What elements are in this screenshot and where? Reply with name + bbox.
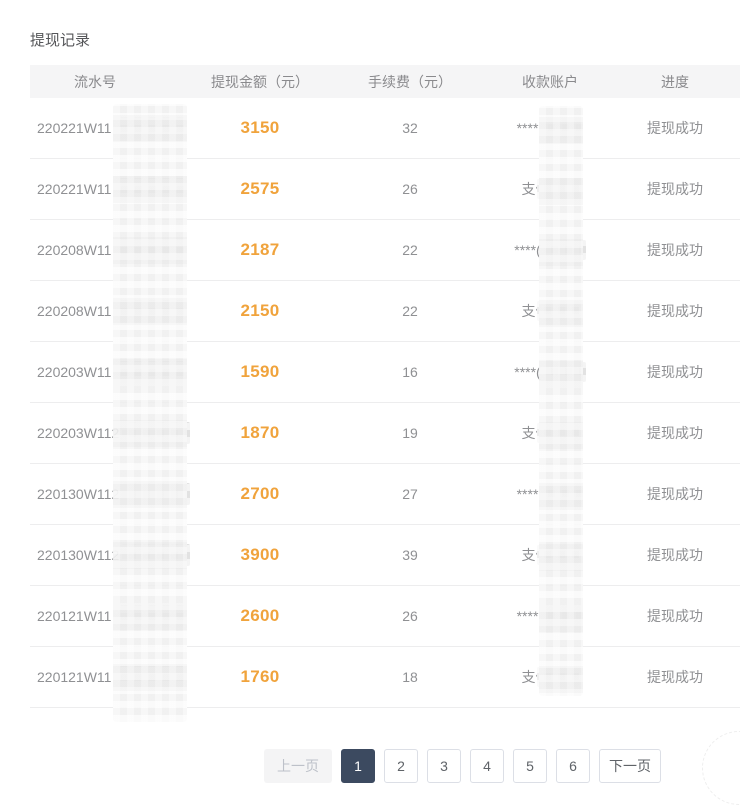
serial-blur-patch	[122, 544, 190, 566]
table-row: 220208W11 2150 22 支付 提现成功	[30, 281, 740, 342]
account-blur-patch	[536, 301, 579, 321]
table-row: 220221W11 2575 26 支付 提现成功	[30, 159, 740, 220]
fee-value: 22	[402, 242, 418, 258]
page-button-1[interactable]: 1	[341, 749, 375, 783]
amount-value: 3900	[240, 545, 280, 564]
amount-value: 2150	[240, 301, 280, 320]
amount-value: 2700	[240, 484, 280, 503]
fee-value: 32	[402, 120, 418, 136]
serial-number: 220121W11	[37, 608, 112, 624]
page-button-3[interactable]: 3	[427, 749, 461, 783]
status-text: 提现成功	[647, 608, 703, 624]
prev-page-button[interactable]: 上一页	[264, 749, 332, 783]
account-masked: ****	[516, 608, 539, 624]
serial-number: 220221W11	[37, 181, 112, 197]
amount-value: 2187	[240, 240, 280, 259]
column-header-account: 收款账户	[522, 73, 578, 90]
serial-number: 220130W112	[37, 486, 120, 502]
status-text: 提现成功	[647, 120, 703, 136]
account-masked: ****(	[514, 242, 541, 258]
page-button-4[interactable]: 4	[470, 749, 504, 783]
serial-number: 220203W11	[37, 364, 112, 380]
fee-value: 18	[402, 669, 418, 685]
account-masked: ****(	[514, 364, 541, 380]
account-blur-patch	[543, 240, 586, 260]
account-masked: ****	[516, 486, 539, 502]
amount-value: 2575	[240, 179, 280, 198]
account-blur-patch	[536, 179, 579, 199]
serial-number: 220208W11	[37, 303, 112, 319]
amount-value: 1590	[240, 362, 280, 381]
table-row: 220130W112 2700 27 **** 提现成功	[30, 464, 740, 525]
watermark-arc	[702, 731, 740, 805]
fee-value: 16	[402, 364, 418, 380]
table-row: 220130W112 3900 39 支付 提现成功	[30, 525, 740, 586]
serial-blur-patch	[122, 422, 190, 444]
serial-blur-patch	[122, 483, 190, 505]
serial-blur-patch	[114, 117, 185, 139]
account-blur-patch	[536, 667, 579, 687]
account-blur-patch	[536, 545, 579, 565]
status-text: 提现成功	[647, 181, 703, 197]
account-blur-patch	[536, 423, 579, 443]
column-header-serial: 流水号	[74, 73, 116, 90]
status-text: 提现成功	[647, 486, 703, 502]
serial-blur-patch	[114, 605, 185, 627]
status-text: 提现成功	[647, 425, 703, 441]
page-button-5[interactable]: 5	[513, 749, 547, 783]
amount-value: 2600	[240, 606, 280, 625]
table-body: 220221W11 3150 32 **** 提现成功 220221W11 25…	[30, 98, 740, 708]
column-header-amount: 提现金额（元）	[211, 73, 309, 90]
table-row: 220121W11 1760 18 支付 提现成功	[30, 647, 740, 708]
page-title: 提现记录	[30, 32, 91, 49]
account-blur-patch	[541, 118, 584, 138]
amount-value: 1870	[240, 423, 280, 442]
status-text: 提现成功	[647, 242, 703, 258]
withdrawal-records-panel: 提现记录 流水号 提现金额（元） 手续费（元） 收款账户 进度 220221W1…	[30, 31, 740, 708]
amount-value: 1760	[240, 667, 280, 686]
page-button-2[interactable]: 2	[384, 749, 418, 783]
column-header-fee: 手续费（元）	[368, 73, 452, 90]
serial-blur-patch	[114, 300, 185, 322]
serial-number: 220130W112	[37, 547, 120, 563]
table-row: 220208W11 2187 22 ****( 提现成功	[30, 220, 740, 281]
fee-value: 26	[402, 181, 418, 197]
withdrawal-table: 流水号 提现金额（元） 手续费（元） 收款账户 进度 220221W11 315…	[30, 65, 740, 708]
status-text: 提现成功	[647, 364, 703, 380]
serial-number: 220203W112	[37, 425, 120, 441]
amount-value: 3150	[240, 118, 280, 137]
table-row: 220203W11 1590 16 ****( 提现成功	[30, 342, 740, 403]
table-row: 220221W11 3150 32 **** 提现成功	[30, 98, 740, 159]
table-header-row: 流水号 提现金额（元） 手续费（元） 收款账户 进度	[30, 65, 740, 98]
account-masked: ****	[516, 120, 539, 136]
status-text: 提现成功	[647, 303, 703, 319]
next-page-button[interactable]: 下一页	[599, 749, 661, 783]
serial-number: 220121W11	[37, 669, 112, 685]
account-blur-patch	[543, 362, 586, 382]
status-text: 提现成功	[647, 669, 703, 685]
serial-blur-patch	[114, 239, 185, 261]
serial-blur-patch	[114, 666, 185, 688]
serial-blur-patch	[114, 361, 185, 383]
column-header-status: 进度	[661, 73, 689, 90]
table-row: 220203W112 1870 19 支付 提现成功	[30, 403, 740, 464]
fee-value: 26	[402, 608, 418, 624]
status-text: 提现成功	[647, 547, 703, 563]
fee-value: 39	[402, 547, 418, 563]
fee-value: 19	[402, 425, 418, 441]
account-blur-patch	[541, 606, 584, 626]
page-button-6[interactable]: 6	[556, 749, 590, 783]
serial-number: 220221W11	[37, 120, 112, 136]
account-blur-patch	[541, 484, 584, 504]
serial-blur-patch	[114, 178, 185, 200]
fee-value: 27	[402, 486, 418, 502]
serial-number: 220208W11	[37, 242, 112, 258]
fee-value: 22	[402, 303, 418, 319]
table-row: 220121W11 2600 26 **** 提现成功	[30, 586, 740, 647]
